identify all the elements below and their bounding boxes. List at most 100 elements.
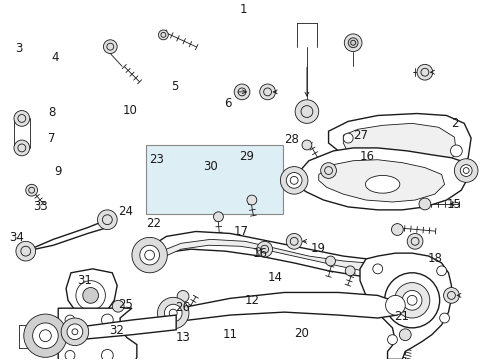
Text: 4: 4 xyxy=(51,51,59,64)
Text: 9: 9 xyxy=(54,165,61,177)
Text: 12: 12 xyxy=(244,294,259,307)
Polygon shape xyxy=(66,269,117,315)
Ellipse shape xyxy=(365,175,399,193)
Circle shape xyxy=(453,159,477,183)
Circle shape xyxy=(259,84,275,100)
Polygon shape xyxy=(343,123,455,172)
Polygon shape xyxy=(169,292,397,322)
Circle shape xyxy=(436,266,446,276)
Circle shape xyxy=(14,111,30,126)
Circle shape xyxy=(295,100,318,123)
Circle shape xyxy=(443,288,458,303)
Circle shape xyxy=(302,140,311,150)
Text: 21: 21 xyxy=(394,310,408,323)
Circle shape xyxy=(391,224,403,235)
Polygon shape xyxy=(318,160,444,202)
Circle shape xyxy=(82,288,98,303)
Circle shape xyxy=(325,256,335,266)
Circle shape xyxy=(132,237,167,273)
Circle shape xyxy=(344,34,361,51)
Polygon shape xyxy=(359,253,450,359)
Circle shape xyxy=(112,300,124,312)
Circle shape xyxy=(459,165,471,176)
Circle shape xyxy=(387,335,397,345)
Circle shape xyxy=(320,163,336,179)
Circle shape xyxy=(101,350,113,360)
Circle shape xyxy=(14,140,30,156)
Circle shape xyxy=(61,318,88,346)
Circle shape xyxy=(103,40,117,54)
Circle shape xyxy=(76,281,105,310)
Text: 15: 15 xyxy=(446,198,460,211)
Circle shape xyxy=(402,291,421,310)
Circle shape xyxy=(389,261,405,277)
Circle shape xyxy=(177,291,188,302)
Circle shape xyxy=(97,210,117,230)
Circle shape xyxy=(33,323,58,348)
Text: 16: 16 xyxy=(359,150,374,163)
Text: 14: 14 xyxy=(267,271,282,284)
Polygon shape xyxy=(161,239,387,273)
Circle shape xyxy=(67,324,82,339)
Circle shape xyxy=(16,241,36,261)
Polygon shape xyxy=(58,308,137,360)
Circle shape xyxy=(285,172,302,188)
Text: 31: 31 xyxy=(77,274,92,287)
Text: 18: 18 xyxy=(427,252,442,265)
Circle shape xyxy=(246,195,256,205)
Text: 20: 20 xyxy=(293,327,308,340)
Text: 7: 7 xyxy=(48,132,56,145)
Text: 13: 13 xyxy=(175,331,190,344)
Text: 29: 29 xyxy=(238,150,253,163)
Polygon shape xyxy=(294,148,467,210)
Circle shape xyxy=(343,133,352,143)
Text: 3: 3 xyxy=(15,42,22,55)
Circle shape xyxy=(418,198,430,210)
Text: 30: 30 xyxy=(203,160,218,173)
Circle shape xyxy=(256,241,272,257)
Text: 8: 8 xyxy=(48,106,56,119)
Circle shape xyxy=(213,212,223,222)
Text: 17: 17 xyxy=(233,225,248,238)
Text: 32: 32 xyxy=(109,324,124,337)
Text: 22: 22 xyxy=(145,217,161,230)
Text: 26: 26 xyxy=(174,301,189,315)
Text: 1: 1 xyxy=(239,3,247,16)
Circle shape xyxy=(416,64,432,80)
Text: 23: 23 xyxy=(149,153,164,166)
Circle shape xyxy=(101,314,113,326)
Circle shape xyxy=(347,38,357,48)
Circle shape xyxy=(385,296,405,315)
Circle shape xyxy=(140,245,159,265)
Text: 27: 27 xyxy=(353,129,367,142)
Text: 28: 28 xyxy=(284,133,298,146)
Circle shape xyxy=(157,297,188,329)
Text: 5: 5 xyxy=(171,80,178,93)
Bar xyxy=(145,145,283,214)
Circle shape xyxy=(345,266,354,276)
Circle shape xyxy=(285,234,302,249)
Circle shape xyxy=(449,145,461,157)
Text: 6: 6 xyxy=(224,97,231,110)
Text: 24: 24 xyxy=(118,205,133,218)
Text: 25: 25 xyxy=(118,298,133,311)
Circle shape xyxy=(234,84,249,100)
Circle shape xyxy=(407,234,422,249)
Text: 19: 19 xyxy=(310,242,325,255)
Circle shape xyxy=(383,255,410,283)
Polygon shape xyxy=(32,315,176,342)
Circle shape xyxy=(280,167,307,194)
Circle shape xyxy=(360,164,374,177)
Text: 11: 11 xyxy=(222,328,237,341)
Circle shape xyxy=(439,313,448,323)
Polygon shape xyxy=(328,113,470,180)
Text: 2: 2 xyxy=(450,117,458,130)
Text: 16: 16 xyxy=(253,247,267,260)
Circle shape xyxy=(384,273,439,328)
Text: 33: 33 xyxy=(33,200,47,213)
Text: 10: 10 xyxy=(122,104,137,117)
Circle shape xyxy=(394,283,429,318)
Circle shape xyxy=(158,30,168,40)
Text: 34: 34 xyxy=(9,231,23,244)
Circle shape xyxy=(24,314,67,357)
